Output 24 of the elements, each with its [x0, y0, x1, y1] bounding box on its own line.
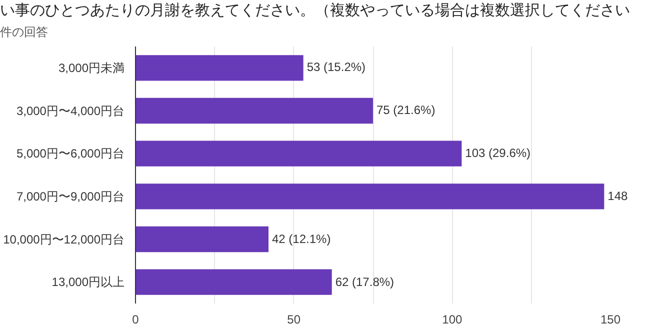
chart-title: い事のひとつあたりの月謝を教えてください。（複数やっている場合は複数選択してください [0, 1, 630, 21]
data-label: 148 [608, 188, 628, 203]
bar [136, 226, 268, 252]
bar [136, 140, 462, 166]
text: 件の回答 [0, 24, 48, 41]
bar [136, 98, 373, 124]
y-tick-label: 13,000円以上 [52, 275, 124, 290]
x-tick-label: 50 [287, 312, 301, 326]
y-tick-label: 3,000円未満 [58, 60, 124, 75]
bar [136, 184, 604, 210]
x-tick-label: 150 [600, 312, 621, 326]
data-label: 75 (21.6%) [376, 103, 436, 118]
y-tick-label: 5,000円〜6,000円台 [16, 146, 125, 161]
bar [136, 269, 332, 295]
y-tick-label: 7,000円〜9,000円台 [16, 189, 125, 204]
data-label: 103 (29.6%) [465, 146, 531, 160]
x-tick-label: 0 [132, 312, 140, 326]
data-label: 62 (17.8%) [335, 274, 394, 289]
y-tick-label: 3,000円〜4,000円台 [16, 104, 125, 118]
data-label: 42 (12.1%) [272, 232, 331, 246]
bar [136, 55, 304, 81]
y-tick-label: 10,000円〜12,000円台 [3, 232, 124, 246]
x-tick-label: 100 [442, 312, 463, 326]
data-label: 53 (15.2%) [306, 60, 366, 74]
